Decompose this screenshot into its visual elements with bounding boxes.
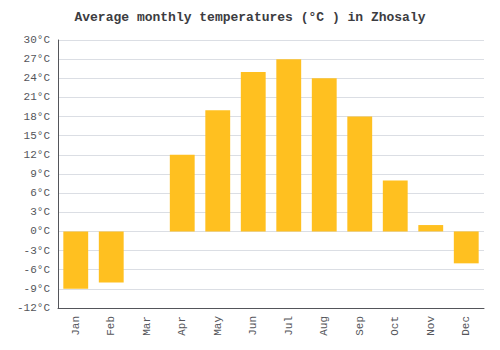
- svg-text:27°C: 27°C: [24, 53, 51, 65]
- svg-text:30°C: 30°C: [24, 34, 51, 46]
- svg-text:24°C: 24°C: [24, 72, 51, 84]
- svg-text:Dec: Dec: [460, 316, 472, 336]
- svg-text:Apr: Apr: [176, 316, 188, 336]
- svg-text:Mar: Mar: [141, 316, 153, 336]
- svg-text:-3°C: -3°C: [24, 245, 51, 257]
- svg-text:Oct: Oct: [389, 316, 401, 336]
- svg-text:0°C: 0°C: [30, 225, 50, 237]
- svg-text:Aug: Aug: [318, 316, 330, 336]
- svg-text:6°C: 6°C: [30, 187, 50, 199]
- svg-text:Average monthly temperatures (: Average monthly temperatures (°C ) in Zh…: [74, 10, 425, 25]
- svg-text:-6°C: -6°C: [24, 264, 51, 276]
- svg-text:Jan: Jan: [70, 316, 82, 336]
- svg-text:12°C: 12°C: [24, 149, 51, 161]
- svg-text:3°C: 3°C: [30, 206, 50, 218]
- svg-text:Nov: Nov: [425, 316, 437, 336]
- svg-text:Jun: Jun: [247, 316, 259, 336]
- svg-text:Jul: Jul: [283, 316, 295, 336]
- svg-text:May: May: [212, 316, 224, 336]
- svg-text:-12°C: -12°C: [17, 302, 50, 314]
- svg-text:-9°C: -9°C: [24, 283, 51, 295]
- svg-text:9°C: 9°C: [30, 168, 50, 180]
- svg-text:15°C: 15°C: [24, 130, 51, 142]
- svg-text:Sep: Sep: [354, 316, 366, 336]
- svg-text:Feb: Feb: [105, 316, 117, 336]
- svg-text:21°C: 21°C: [24, 91, 51, 103]
- svg-text:18°C: 18°C: [24, 111, 51, 123]
